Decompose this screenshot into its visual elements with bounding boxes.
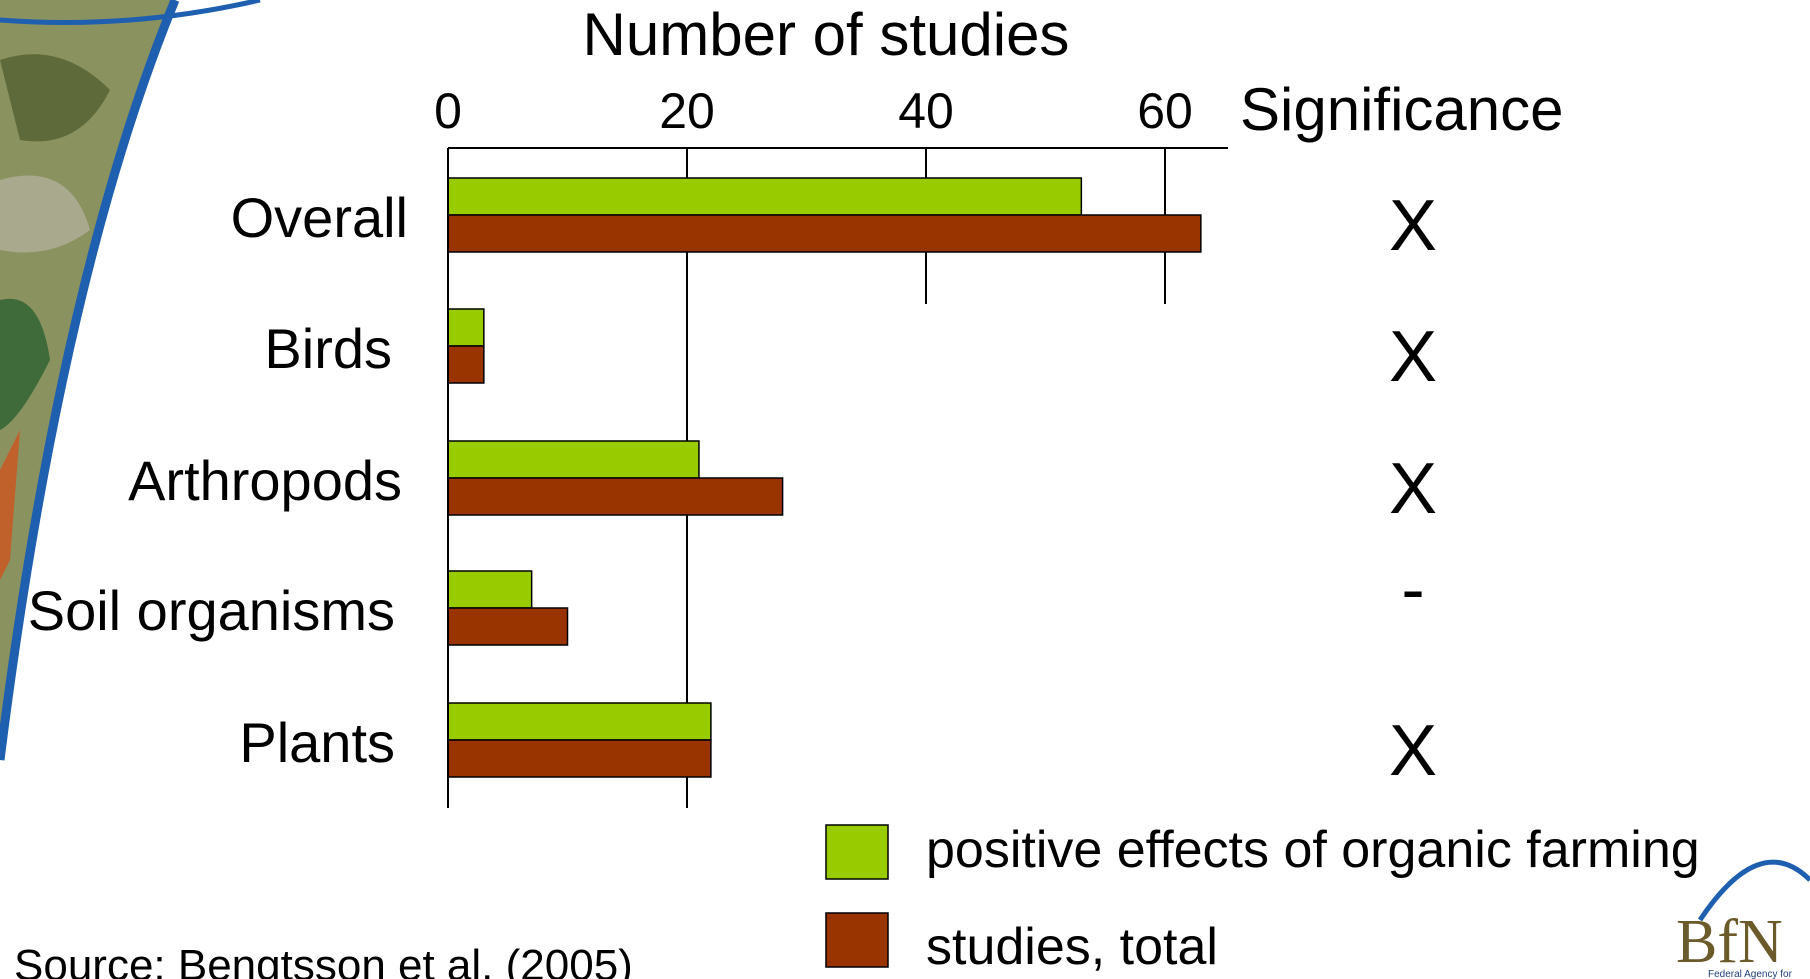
legend: positive effects of organic farming stud… [825,821,1700,976]
x-tick-label-20: 20 [659,83,715,139]
category-label-3: Soil organisms [28,579,395,642]
bars [447,148,1202,808]
logo-caption: Federal Agency for [1708,969,1793,979]
logo-text: BfN [1676,908,1783,976]
bar-2-series-1 [447,477,784,516]
significance-mark-2: X [1389,449,1437,529]
legend-swatch-total [825,912,889,968]
category-label-1: Birds [264,317,392,380]
significance-mark-1: X [1389,317,1437,397]
legend-swatch-positive [825,824,889,880]
bar-3-series-1 [447,607,569,646]
legend-label-total: studies, total [926,918,1218,976]
bar-4-series-0 [447,702,712,741]
bar-1-series-0 [447,308,485,347]
bar-0-series-1 [447,214,1202,253]
x-tick-label-40: 40 [898,83,954,139]
bfn-logo: BfN Federal Agency for [1676,859,1810,979]
bar-4-series-1 [447,739,712,778]
bar-1-series-1 [447,345,485,384]
significance-header: Significance [1240,76,1564,143]
category-labels: Overall Birds Arthropods Soil organisms Plan… [28,186,408,774]
significance-mark-3: - [1401,550,1424,628]
category-label-0: Overall [231,186,408,249]
decorative-photo-strip [0,0,261,761]
category-label-4: Plants [239,711,395,774]
significance-mark-4: X [1389,711,1437,791]
x-tick-label-60: 60 [1137,83,1193,139]
x-tick-label-0: 0 [434,83,462,139]
significance-marks: XXX-X [1389,186,1437,791]
x-axis: 0 20 40 60 [434,83,1228,149]
bar-0-series-0 [447,177,1083,216]
legend-label-positive: positive effects of organic farming [926,821,1700,879]
category-label-2: Arthropods [128,449,402,512]
chart-title: Number of studies [583,1,1070,68]
significance-mark-0: X [1389,186,1437,266]
source-citation: Source: Bengtsson et al. (2005) [14,941,633,979]
bar-2-series-0 [447,440,700,479]
bar-3-series-0 [447,570,533,609]
